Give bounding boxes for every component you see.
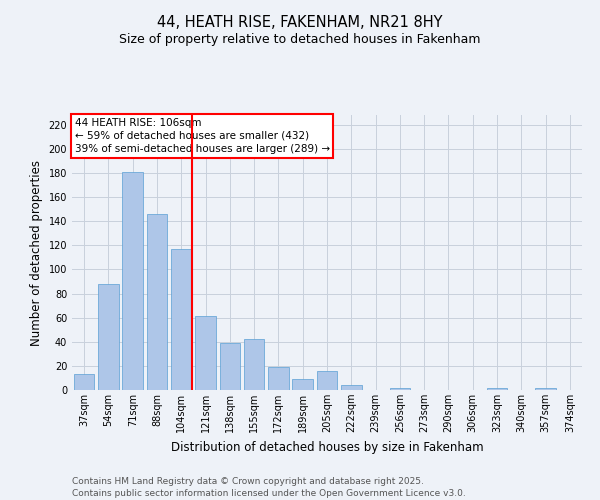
Text: Size of property relative to detached houses in Fakenham: Size of property relative to detached ho… [119, 32, 481, 46]
Bar [195, 316, 216, 390]
Y-axis label: Number of detached properties: Number of detached properties [30, 160, 43, 346]
Text: Contains HM Land Registry data © Crown copyright and database right 2025.
Contai: Contains HM Land Registry data © Crown c… [72, 476, 466, 498]
X-axis label: Distribution of detached houses by size in Fakenham: Distribution of detached houses by size … [170, 440, 484, 454]
Bar [98, 284, 119, 390]
Bar [244, 340, 265, 390]
Bar [122, 172, 143, 390]
Bar [220, 343, 240, 390]
Bar [341, 385, 362, 390]
Bar [389, 388, 410, 390]
Bar [171, 249, 191, 390]
Bar [146, 214, 167, 390]
Bar [317, 370, 337, 390]
Bar [535, 388, 556, 390]
Bar [292, 379, 313, 390]
Bar [487, 388, 508, 390]
Text: 44, HEATH RISE, FAKENHAM, NR21 8HY: 44, HEATH RISE, FAKENHAM, NR21 8HY [157, 15, 443, 30]
Text: 44 HEATH RISE: 106sqm
← 59% of detached houses are smaller (432)
39% of semi-det: 44 HEATH RISE: 106sqm ← 59% of detached … [74, 118, 329, 154]
Bar [268, 367, 289, 390]
Bar [74, 374, 94, 390]
